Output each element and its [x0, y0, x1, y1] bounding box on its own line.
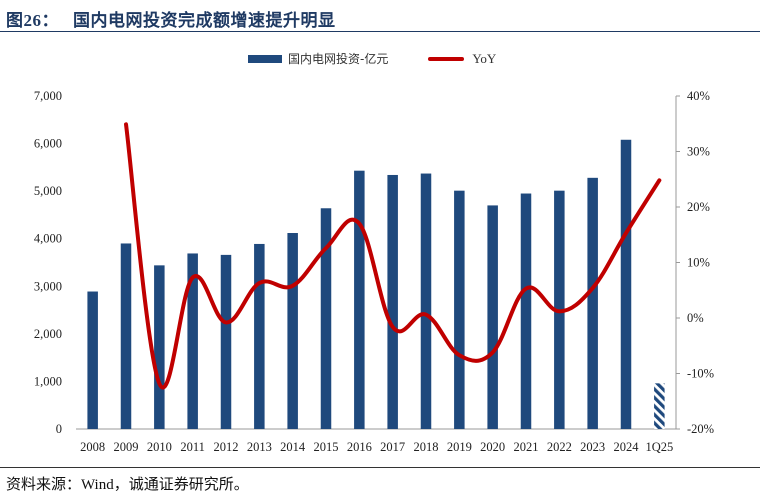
- x-tick-label: 2013: [247, 440, 272, 454]
- bar-2019: [454, 190, 465, 429]
- bar-2023: [587, 177, 598, 429]
- x-tick-label: 2010: [147, 440, 172, 454]
- y-right-tick-label: -20%: [687, 422, 714, 436]
- source-rule: [0, 467, 760, 468]
- bar-2015: [320, 208, 332, 429]
- x-tick-label: 2016: [347, 440, 372, 454]
- axes-group: [76, 95, 680, 430]
- y-right-tick-label: -10%: [687, 367, 714, 381]
- bar-2012: [220, 254, 232, 429]
- bar-2017: [387, 174, 398, 429]
- y-right-tick-label: 0%: [687, 311, 704, 325]
- bar-2013: [254, 243, 265, 429]
- bar-2008: [87, 291, 98, 429]
- yoy-line-group: [124, 122, 662, 390]
- x-tick-label: 2014: [280, 440, 306, 454]
- figure-number: 图26：: [6, 11, 59, 30]
- legend-item-bar: 国内电网投资-亿元: [248, 50, 388, 67]
- y-right-tick-label: 20%: [687, 200, 710, 214]
- legend-bar-label: 国内电网投资-亿元: [288, 52, 389, 66]
- x-tick-label: 2024: [614, 440, 640, 454]
- labels-group: 0 1,000 2,000 3,000 4,000 5,000 6,000 7,000 -20%…: [34, 89, 714, 454]
- bar-2016: [354, 170, 365, 430]
- x-tick-label: 2011: [180, 440, 205, 454]
- x-tick-label: 2015: [314, 440, 339, 454]
- figure-title: 图26： 国内电网投资完成额增速提升明显: [6, 6, 336, 31]
- bar-2010: [154, 265, 165, 429]
- y-left-tick-label: 3,000: [34, 279, 62, 293]
- x-tick-label: 2008: [80, 440, 105, 454]
- y-left-tick-label: 6,000: [34, 137, 62, 151]
- legend-line-label: YoY: [472, 50, 497, 66]
- legend-bar-swatch: [248, 54, 282, 63]
- x-tick-label: 2017: [380, 440, 405, 454]
- y-left-tick-label: 5,000: [34, 184, 62, 198]
- bar-2011: [187, 253, 198, 429]
- y-left-tick-label: 1,000: [34, 374, 62, 388]
- x-tick-label: 2020: [480, 440, 505, 454]
- bar-2020: [487, 205, 498, 429]
- x-tick-label: 1Q25: [645, 440, 673, 454]
- x-tick-label: 2018: [414, 440, 439, 454]
- y-right-tick-label: 10%: [687, 256, 710, 270]
- x-tick-label: 2021: [514, 440, 539, 454]
- bars-group: [87, 139, 665, 430]
- title-rule: [0, 31, 760, 32]
- figure-caption: 国内电网投资完成额增速提升明显: [73, 11, 336, 30]
- bar-2009: [120, 243, 132, 429]
- x-tick-label: 2009: [114, 440, 139, 454]
- bar-2014: [287, 233, 298, 429]
- source-note: 资料来源：Wind，诚通证券研究所。: [6, 477, 249, 493]
- y-left-tick-label: 0: [56, 422, 62, 436]
- y-left-tick-label: 4,000: [34, 232, 62, 246]
- y-left-tick-label: 2,000: [34, 327, 62, 341]
- x-tick-label: 2023: [580, 440, 605, 454]
- y-right-tick-label: 40%: [687, 89, 710, 103]
- chart-legend: 国内电网投资-亿元 YoY: [248, 50, 536, 67]
- x-tick-label: 2019: [447, 440, 472, 454]
- legend-item-line: YoY: [428, 51, 496, 67]
- bar-1q25-hatched: [654, 383, 665, 429]
- bar-2021: [520, 193, 532, 429]
- legend-line-swatch: [428, 56, 465, 61]
- y-right-tick-label: 30%: [687, 145, 710, 159]
- y-left-tick-label: 7,000: [34, 89, 62, 103]
- x-tick-label: 2012: [214, 440, 239, 454]
- x-tick-label: 2022: [547, 440, 572, 454]
- bar-2024: [620, 139, 632, 429]
- bar-2018: [420, 173, 432, 429]
